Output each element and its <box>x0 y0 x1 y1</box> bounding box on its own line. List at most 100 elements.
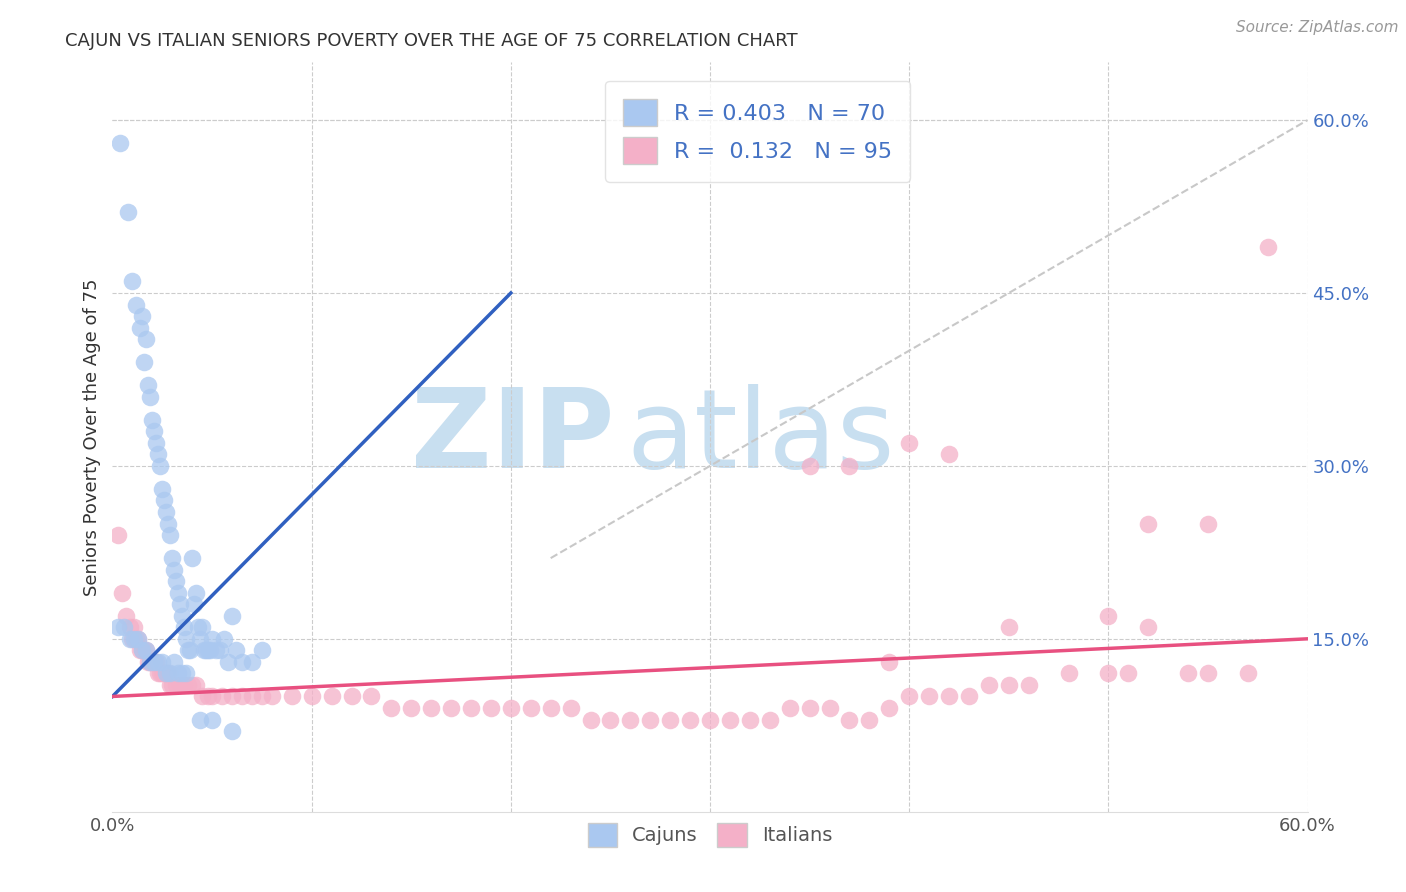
Point <box>115 608 138 623</box>
Point <box>938 447 960 461</box>
Point <box>197 690 219 704</box>
Point <box>173 620 195 634</box>
Point <box>799 458 821 473</box>
Point <box>150 666 173 681</box>
Point <box>162 678 183 692</box>
Point <box>1137 620 1160 634</box>
Point <box>340 690 363 704</box>
Point <box>169 597 191 611</box>
Point <box>173 678 195 692</box>
Point <box>148 666 170 681</box>
Point <box>221 724 243 739</box>
Point <box>460 701 482 715</box>
Y-axis label: Seniors Poverty Over the Age of 75: Seniors Poverty Over the Age of 75 <box>83 278 101 596</box>
Point <box>127 632 149 646</box>
Point <box>120 620 142 634</box>
Point <box>1177 666 1199 681</box>
Point <box>193 643 215 657</box>
Point <box>321 690 343 704</box>
Point <box>212 632 235 646</box>
Point <box>162 551 183 566</box>
Point <box>111 585 134 599</box>
Point <box>599 713 621 727</box>
Point <box>898 690 921 704</box>
Point <box>149 666 172 681</box>
Point <box>139 390 162 404</box>
Point <box>1057 666 1080 681</box>
Point <box>186 678 208 692</box>
Point <box>1097 666 1119 681</box>
Point <box>779 701 801 715</box>
Point <box>153 666 176 681</box>
Point <box>125 297 148 311</box>
Point <box>225 643 247 657</box>
Point <box>131 309 153 323</box>
Point <box>127 632 149 646</box>
Point <box>120 632 142 646</box>
Point <box>1097 608 1119 623</box>
Point <box>165 574 187 589</box>
Point <box>139 655 162 669</box>
Point <box>738 713 761 727</box>
Point <box>977 678 1000 692</box>
Point <box>209 643 232 657</box>
Point <box>301 690 323 704</box>
Point <box>231 655 253 669</box>
Point <box>659 713 682 727</box>
Point <box>898 435 921 450</box>
Point <box>155 666 177 681</box>
Point <box>167 666 190 681</box>
Point <box>183 597 205 611</box>
Point <box>150 482 173 496</box>
Point <box>718 713 741 727</box>
Point <box>159 678 181 692</box>
Point <box>1118 666 1140 681</box>
Point <box>217 655 239 669</box>
Point <box>157 666 180 681</box>
Point <box>211 690 233 704</box>
Point <box>107 528 129 542</box>
Point <box>117 205 139 219</box>
Point <box>479 701 502 715</box>
Point <box>124 632 146 646</box>
Point <box>110 136 132 150</box>
Point <box>699 713 721 727</box>
Point <box>148 655 170 669</box>
Text: atlas: atlas <box>627 384 894 491</box>
Point <box>938 690 960 704</box>
Point <box>520 701 543 715</box>
Point <box>420 701 443 715</box>
Point <box>201 690 224 704</box>
Point <box>174 666 197 681</box>
Point <box>135 643 157 657</box>
Point <box>141 413 163 427</box>
Point <box>197 643 219 657</box>
Point <box>139 655 162 669</box>
Point <box>879 655 901 669</box>
Point <box>153 493 176 508</box>
Point <box>879 701 901 715</box>
Point <box>759 713 782 727</box>
Text: CAJUN VS ITALIAN SENIORS POVERTY OVER THE AGE OF 75 CORRELATION CHART: CAJUN VS ITALIAN SENIORS POVERTY OVER TH… <box>65 32 797 50</box>
Point <box>250 643 273 657</box>
Point <box>107 620 129 634</box>
Point <box>129 320 152 334</box>
Point <box>188 632 211 646</box>
Point <box>401 701 423 715</box>
Point <box>134 643 156 657</box>
Point <box>499 701 522 715</box>
Point <box>221 608 243 623</box>
Point <box>195 643 218 657</box>
Point <box>131 643 153 657</box>
Point <box>148 447 170 461</box>
Point <box>131 643 153 657</box>
Point <box>221 690 243 704</box>
Point <box>380 701 402 715</box>
Legend: Cajuns, Italians: Cajuns, Italians <box>579 815 841 855</box>
Point <box>155 666 177 681</box>
Point <box>998 620 1021 634</box>
Point <box>138 655 160 669</box>
Point <box>191 690 214 704</box>
Point <box>818 701 841 715</box>
Point <box>177 678 200 692</box>
